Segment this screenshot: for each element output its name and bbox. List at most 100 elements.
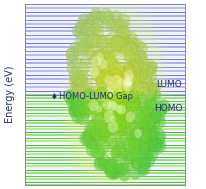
Circle shape [140, 130, 151, 143]
Circle shape [104, 163, 118, 178]
Circle shape [91, 66, 106, 83]
Circle shape [95, 87, 110, 104]
Circle shape [94, 129, 108, 145]
Circle shape [69, 74, 80, 86]
Circle shape [87, 137, 98, 149]
Circle shape [112, 92, 127, 109]
Circle shape [107, 83, 122, 100]
Circle shape [123, 81, 133, 92]
Circle shape [108, 121, 118, 133]
Circle shape [72, 84, 83, 97]
Circle shape [112, 90, 124, 103]
Circle shape [80, 131, 93, 146]
Circle shape [94, 11, 103, 22]
Circle shape [73, 71, 87, 87]
Circle shape [117, 54, 124, 62]
Circle shape [84, 127, 95, 140]
Circle shape [122, 138, 135, 152]
Circle shape [122, 88, 135, 103]
Circle shape [130, 167, 141, 180]
Circle shape [110, 163, 123, 178]
Circle shape [72, 25, 82, 37]
Circle shape [102, 72, 116, 86]
Circle shape [71, 72, 84, 86]
Circle shape [87, 33, 99, 47]
Circle shape [101, 105, 114, 119]
Circle shape [76, 99, 90, 115]
Circle shape [136, 42, 148, 56]
Circle shape [82, 23, 94, 37]
Circle shape [138, 82, 149, 94]
Circle shape [123, 110, 134, 124]
Circle shape [127, 131, 141, 147]
Circle shape [81, 108, 90, 119]
Circle shape [123, 71, 136, 87]
Circle shape [93, 84, 104, 96]
Circle shape [128, 54, 140, 67]
Circle shape [69, 104, 82, 118]
Circle shape [113, 122, 123, 133]
Circle shape [136, 107, 149, 122]
Circle shape [104, 10, 114, 22]
Circle shape [144, 137, 157, 152]
Circle shape [131, 132, 141, 144]
Circle shape [138, 68, 149, 80]
Circle shape [141, 62, 155, 78]
Circle shape [99, 8, 113, 24]
Circle shape [71, 109, 84, 123]
Circle shape [126, 61, 140, 77]
Circle shape [118, 70, 129, 83]
Circle shape [116, 84, 130, 100]
Circle shape [94, 157, 106, 171]
Circle shape [101, 108, 111, 119]
Circle shape [104, 51, 115, 63]
Circle shape [111, 75, 126, 92]
Circle shape [109, 63, 123, 79]
Circle shape [63, 89, 76, 104]
Circle shape [141, 114, 155, 129]
Circle shape [69, 67, 83, 83]
Circle shape [106, 121, 117, 134]
Circle shape [90, 126, 104, 142]
Circle shape [74, 42, 87, 56]
Circle shape [88, 98, 100, 112]
Circle shape [153, 138, 166, 153]
Circle shape [125, 99, 137, 113]
Circle shape [91, 130, 101, 142]
Circle shape [109, 138, 119, 150]
Circle shape [103, 129, 117, 144]
Circle shape [110, 112, 123, 127]
Circle shape [115, 84, 123, 93]
Circle shape [146, 84, 157, 96]
Circle shape [131, 109, 144, 124]
Circle shape [74, 104, 86, 118]
Circle shape [129, 143, 140, 156]
Circle shape [77, 83, 90, 97]
Circle shape [69, 99, 82, 114]
Circle shape [96, 49, 108, 63]
Circle shape [119, 115, 130, 127]
Circle shape [115, 104, 126, 117]
Circle shape [112, 88, 126, 104]
Circle shape [83, 88, 97, 104]
Circle shape [115, 106, 127, 119]
Circle shape [109, 49, 121, 63]
Circle shape [133, 92, 147, 107]
Circle shape [97, 53, 111, 69]
Circle shape [67, 55, 77, 67]
Circle shape [125, 40, 135, 52]
Circle shape [88, 119, 101, 134]
Circle shape [143, 119, 156, 134]
Circle shape [108, 82, 119, 94]
Circle shape [80, 56, 90, 67]
Circle shape [121, 42, 131, 54]
Circle shape [98, 101, 109, 114]
Circle shape [91, 108, 104, 123]
Circle shape [92, 56, 103, 69]
Circle shape [152, 114, 165, 129]
Circle shape [106, 97, 117, 110]
Text: Energy (eV): Energy (eV) [5, 66, 15, 123]
Circle shape [122, 105, 132, 117]
Circle shape [108, 74, 123, 91]
Circle shape [110, 146, 121, 159]
